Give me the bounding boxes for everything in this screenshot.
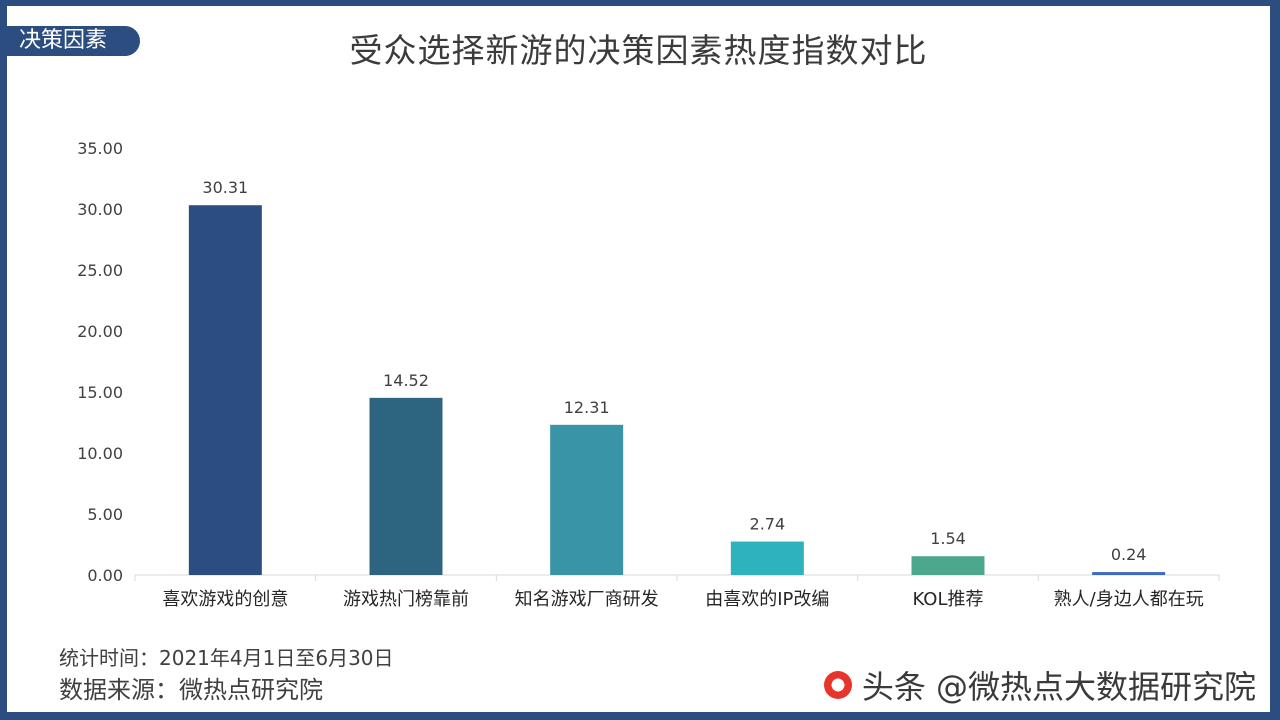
x-tick-label: 游戏热门榜靠前	[343, 589, 469, 610]
x-tick-label: 熟人/身边人都在玩	[1054, 589, 1204, 610]
weibo-logo-icon	[823, 671, 852, 699]
statistics-period: 统计时间：2021年4月1日至6月30日	[59, 646, 394, 670]
y-tick-label: 35.00	[77, 139, 123, 158]
y-tick-label: 5.00	[87, 505, 123, 524]
bar	[550, 424, 624, 575]
y-tick-label: 10.00	[77, 444, 123, 463]
data-source: 数据来源：微热点研究院	[59, 676, 323, 704]
watermark-text: 头条 @微热点大数据研究院	[861, 668, 1256, 706]
bar	[1092, 572, 1166, 575]
data-label: 1.54	[930, 529, 966, 548]
bar	[369, 397, 443, 575]
y-tick-label: 0.00	[87, 566, 123, 585]
y-tick-label: 20.00	[77, 322, 123, 341]
x-tick-label: KOL推荐	[912, 589, 983, 610]
section-tag: 决策因素	[7, 26, 140, 56]
data-label: 30.31	[202, 178, 248, 197]
bar	[188, 205, 262, 575]
data-label: 14.52	[383, 371, 429, 390]
data-label: 2.74	[750, 515, 786, 534]
watermark: 头条 @微热点大数据研究院	[823, 662, 1256, 708]
y-tick-label: 30.00	[77, 200, 123, 219]
y-tick-label: 25.00	[77, 261, 123, 280]
x-tick-label: 喜欢游戏的创意	[162, 589, 288, 610]
bar-chart: 0.00 5.00 10.00 15.00 20.00 25.00 30.00 35.00 30…	[77, 139, 1220, 610]
x-tick-label: 知名游戏厂商研发	[515, 589, 659, 610]
data-label: 12.31	[564, 398, 610, 417]
x-tick-label: 由喜欢的IP改编	[705, 589, 829, 610]
bar	[730, 541, 804, 575]
chart-title: 受众选择新游的决策因素热度指数对比	[349, 31, 928, 70]
data-label: 0.24	[1111, 545, 1147, 564]
slide: 决策因素 受众选择新游的决策因素热度指数对比 0.00 5.00 10.00 15.0…	[7, 6, 1270, 712]
y-tick-label: 15.00	[77, 383, 123, 402]
bar	[911, 556, 985, 575]
